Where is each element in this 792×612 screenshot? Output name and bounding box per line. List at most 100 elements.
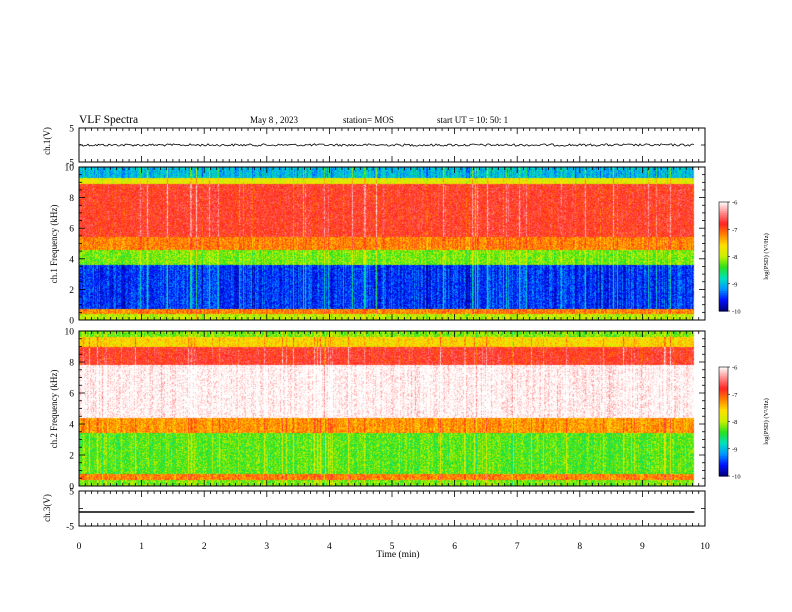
colorbar-cell [719, 377, 728, 381]
colorbar-cell [719, 456, 728, 459]
date-label: May 8 , 2023 [250, 115, 298, 125]
colorbar-cell [719, 388, 728, 392]
y-tick-label: 2 [69, 286, 74, 296]
colorbar-cell [719, 283, 728, 287]
colorbar-cell [719, 474, 728, 477]
colorbar-cell [719, 231, 728, 234]
x-tick-label: 3 [264, 542, 269, 552]
x-tick-label: 2 [202, 542, 207, 552]
colorbar-cell [719, 421, 728, 424]
ch1-voltage-ylabel: ch.1(V) [42, 127, 52, 155]
colorbar-cell [719, 296, 728, 299]
colorbar-cell [719, 232, 728, 236]
colorbar-cell [719, 367, 728, 370]
colorbar-cell [719, 397, 728, 401]
colorbar-cell [719, 412, 728, 415]
ch2-colorbar: -6 -7 -8 -9 -10 log(PSD) (V²/Hz) [718, 365, 770, 481]
colorbar-cell [719, 379, 728, 383]
colorbar-cell [719, 394, 728, 397]
colorbar-cell [719, 305, 728, 308]
colorbar-cell [719, 436, 728, 439]
colorbar-cell [719, 454, 728, 457]
colorbar-cell [719, 417, 728, 421]
colorbar-cell [719, 216, 728, 219]
colorbar-cell [719, 425, 728, 428]
ch3-voltage-ylabel: ch.3(V) [42, 494, 52, 522]
colorbar-label: log(PSD) (V²/Hz) [763, 398, 770, 445]
colorbar-tick-label: -9 [732, 446, 737, 453]
colorbar-cell [719, 236, 728, 239]
colorbar-cell [719, 403, 728, 406]
colorbar-cell [719, 406, 728, 410]
colorbar-cell [719, 269, 728, 272]
station-label: station= MOS [343, 115, 394, 125]
colorbar-tick-label: -8 [732, 254, 737, 261]
colorbar-cell [719, 227, 728, 230]
colorbar-cell [719, 441, 728, 444]
colorbar-cell [719, 221, 728, 225]
colorbar-cell [719, 303, 728, 307]
x-tick-label: 9 [640, 542, 645, 552]
colorbar-cell [719, 240, 728, 243]
colorbar-cell [719, 443, 728, 446]
colorbar-cell [719, 468, 728, 472]
x-tick-label: 8 [577, 542, 582, 552]
colorbar-cell [719, 291, 728, 294]
colorbar-cell [719, 452, 728, 455]
y-tick-label: 0 [69, 483, 74, 493]
colorbar-cell [719, 263, 728, 267]
colorbar-cell [719, 272, 728, 276]
colorbar-cell [719, 376, 728, 379]
colorbar-cell [719, 254, 728, 258]
x-tick-label: 1 [139, 542, 144, 552]
colorbar-tick-label: -9 [732, 281, 737, 288]
ch3-voltage-panel: 5 -50 1 2 3 4 5 6 7 8 9 10 [66, 488, 710, 553]
colorbar-cell [719, 238, 728, 241]
colorbar-cell [719, 445, 728, 448]
colorbar-cell [719, 372, 728, 375]
colorbar-cell [719, 260, 728, 263]
ch1-colorbar: -6 -7 -8 -9 -10 log(PSD) (V²/Hz) [718, 200, 770, 316]
colorbar-cell [719, 414, 728, 417]
colorbar-cell [719, 252, 728, 256]
colorbar-tick-label: -10 [732, 309, 741, 316]
colorbar-cell [719, 285, 728, 288]
y-tick-label: 6 [69, 390, 74, 400]
colorbar-cell [719, 212, 728, 216]
colorbar-cell [719, 265, 728, 268]
colorbar-cell [719, 386, 728, 390]
ch1-frequency-ylabel: ch.1 Frequency (kHz) [49, 205, 59, 284]
colorbar-cell [719, 430, 728, 433]
colorbar-cell [719, 423, 728, 426]
y-tick-label: 2 [69, 452, 74, 462]
colorbar-cell [719, 203, 728, 207]
colorbar-cell [719, 289, 728, 292]
y-tick-label: 5 [69, 125, 74, 135]
colorbar-cell [719, 223, 728, 227]
colorbar-cell [719, 234, 728, 238]
colorbar-cell [719, 463, 728, 466]
colorbar-cell [719, 229, 728, 232]
colorbar-cell [719, 300, 728, 303]
y-tick-label: 10 [65, 328, 75, 338]
y-tick-label: 6 [69, 225, 74, 235]
x-tick-label: 6 [452, 542, 457, 552]
y-tick-label: 5 [69, 488, 74, 498]
colorbar-cell [719, 245, 728, 249]
colorbar-cell [719, 261, 728, 265]
colorbar-cell [719, 278, 728, 281]
colorbar-cell [719, 247, 728, 250]
colorbar-cell [719, 267, 728, 270]
colorbar-cell [719, 294, 728, 298]
spectrogram-heatmap [79, 331, 705, 486]
ch1-spectrogram-panel: 0 2 4 6 8 10 [65, 164, 706, 327]
colorbar-cell [719, 368, 728, 372]
colorbar-cell [719, 307, 728, 310]
colorbar-cell [719, 309, 728, 312]
colorbar-cell [719, 459, 728, 463]
colorbar-cell [719, 276, 728, 279]
colorbar-cell [719, 209, 728, 212]
colorbar-cell [719, 465, 728, 468]
colorbar-cell [719, 251, 728, 254]
